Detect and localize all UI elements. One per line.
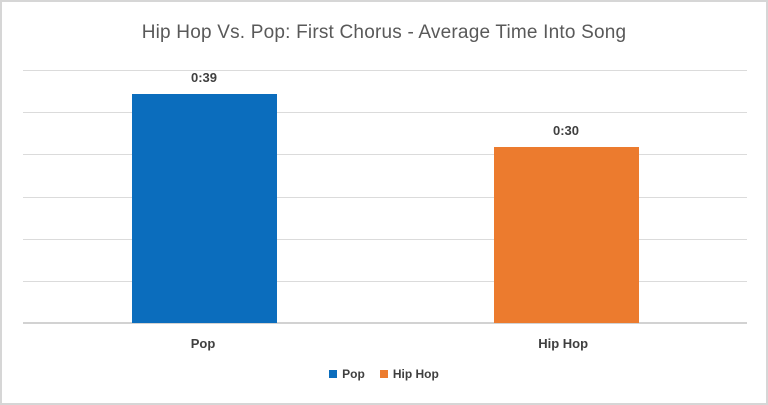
gridline	[23, 280, 747, 282]
legend-swatch-hiphop-icon	[379, 370, 388, 378]
bar-slot-pop: 0:39	[131, 69, 277, 323]
gridline	[23, 196, 747, 198]
bar-pop[interactable]	[131, 93, 277, 323]
x-axis-line	[23, 322, 747, 324]
bar-hiphop[interactable]	[493, 146, 639, 323]
legend-label-hiphop: Hip Hop	[392, 367, 439, 381]
data-label-hiphop: 0:30	[552, 122, 580, 138]
legend-item-hiphop[interactable]: Hip Hop	[379, 367, 439, 381]
gridline	[23, 112, 747, 114]
bar-slot-hiphop: 0:30	[493, 70, 639, 323]
gridline	[23, 154, 747, 156]
plot-area: 0:39 0:30	[23, 69, 747, 324]
legend-label-pop: Pop	[342, 367, 365, 381]
category-label-hiphop: Hip Hop	[538, 336, 589, 351]
legend: Pop Hip Hop	[2, 367, 766, 381]
gridline	[23, 238, 747, 240]
data-label-pop: 0:39	[190, 69, 218, 85]
gridline	[23, 70, 747, 71]
legend-item-pop[interactable]: Pop	[329, 367, 365, 381]
legend-swatch-pop-icon	[329, 370, 338, 378]
category-label-pop: Pop	[190, 336, 216, 351]
chart-title: Hip Hop Vs. Pop: First Chorus - Average …	[141, 22, 627, 43]
